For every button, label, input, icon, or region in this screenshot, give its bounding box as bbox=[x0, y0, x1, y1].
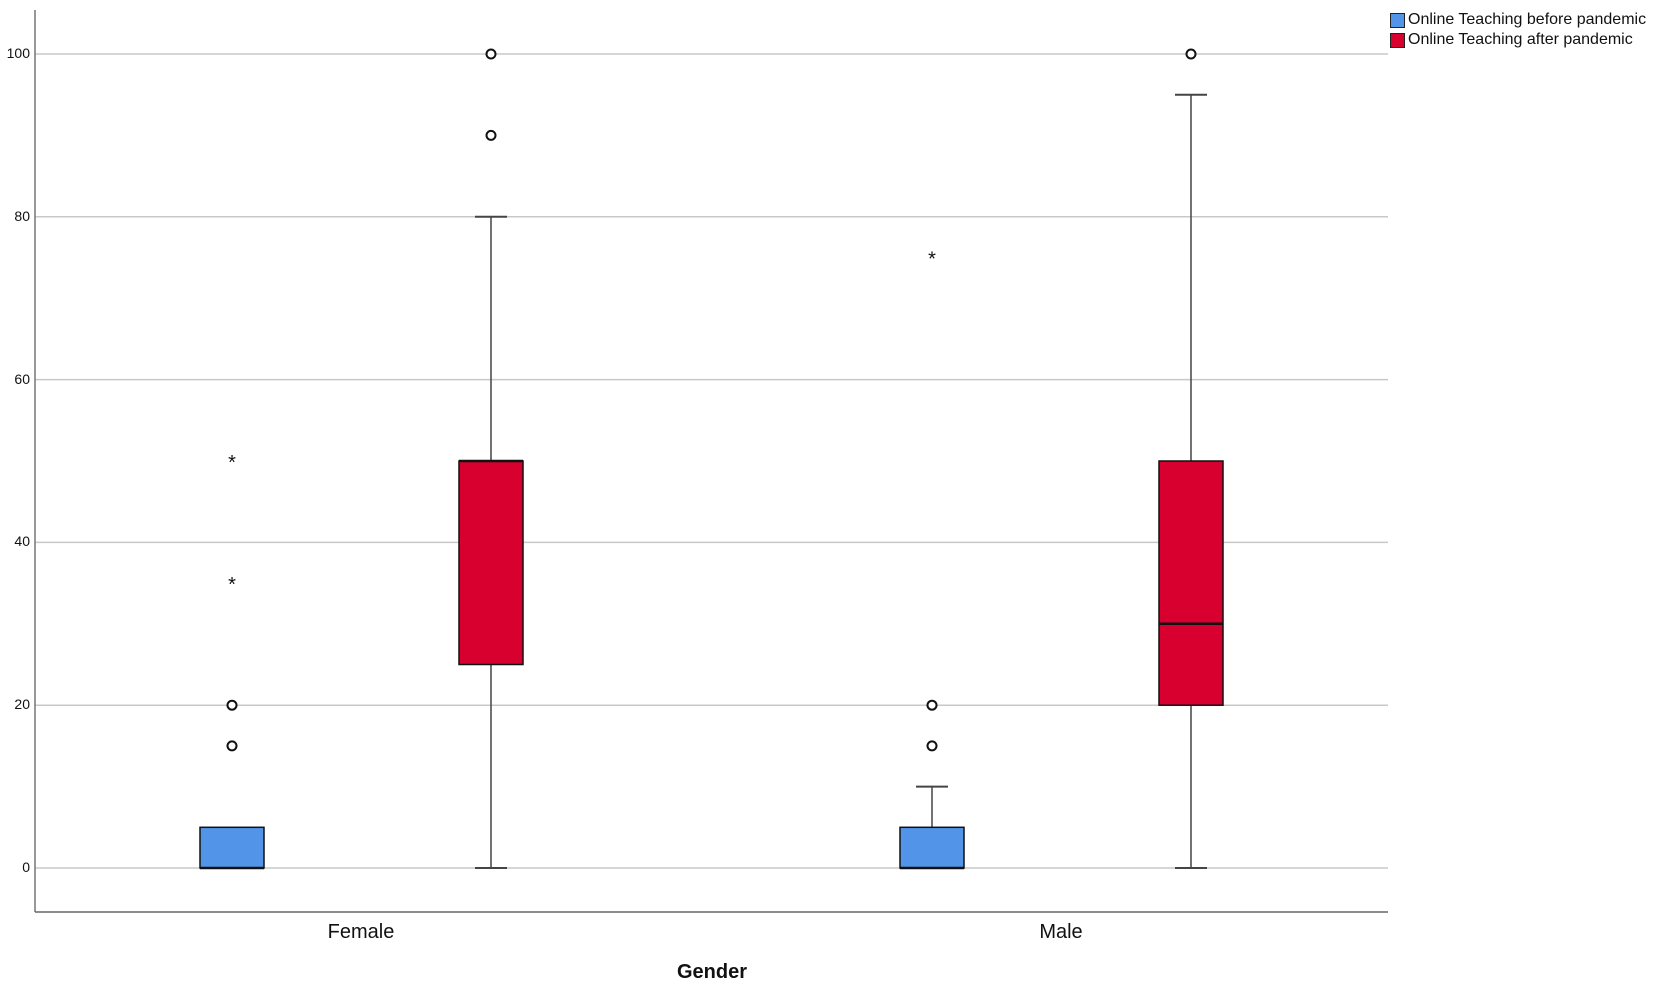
gridlines bbox=[35, 53, 1388, 869]
box-online-teaching-after-pandemic-female bbox=[458, 48, 524, 869]
legend-label: Online Teaching after pandemic bbox=[1408, 31, 1633, 48]
outlier-circle bbox=[926, 740, 938, 752]
y-tick-label: 20 bbox=[14, 696, 30, 712]
extreme-star: * bbox=[928, 249, 936, 271]
y-tick-label: 0 bbox=[22, 859, 30, 875]
outlier-circle bbox=[226, 740, 238, 752]
x-axis-title: Gender bbox=[676, 961, 748, 983]
x-category-label-female: Female bbox=[327, 921, 395, 943]
legend-swatch-red bbox=[1390, 32, 1405, 48]
box-online-teaching-before-pandemic-male: * bbox=[899, 249, 965, 870]
outlier-circle bbox=[926, 699, 938, 711]
extreme-star: * bbox=[228, 574, 236, 596]
y-tick-label: 80 bbox=[14, 208, 30, 224]
box-online-teaching-before-pandemic-female: ** bbox=[199, 452, 265, 870]
x-category-label-male: Male bbox=[1039, 921, 1083, 943]
outlier-circle bbox=[485, 48, 497, 60]
legend-swatch-blue bbox=[1390, 12, 1405, 28]
outlier-circle bbox=[485, 129, 497, 141]
outlier-circle bbox=[226, 699, 238, 711]
legend-label: Online Teaching before pandemic bbox=[1408, 11, 1647, 28]
legend-item-after: Online Teaching after pandemic bbox=[1390, 30, 1646, 50]
boxes: *** bbox=[199, 48, 1224, 870]
y-tick-label: 60 bbox=[14, 371, 30, 387]
extreme-star: * bbox=[228, 452, 236, 474]
legend-item-before: Online Teaching before pandemic bbox=[1390, 10, 1646, 30]
outlier-circle bbox=[1185, 48, 1197, 60]
y-tick-label: 100 bbox=[6, 45, 30, 61]
legend: Online Teaching before pandemic Online T… bbox=[1390, 10, 1646, 50]
box-online-teaching-after-pandemic-male bbox=[1158, 48, 1224, 869]
y-tick-label: 40 bbox=[14, 533, 30, 549]
